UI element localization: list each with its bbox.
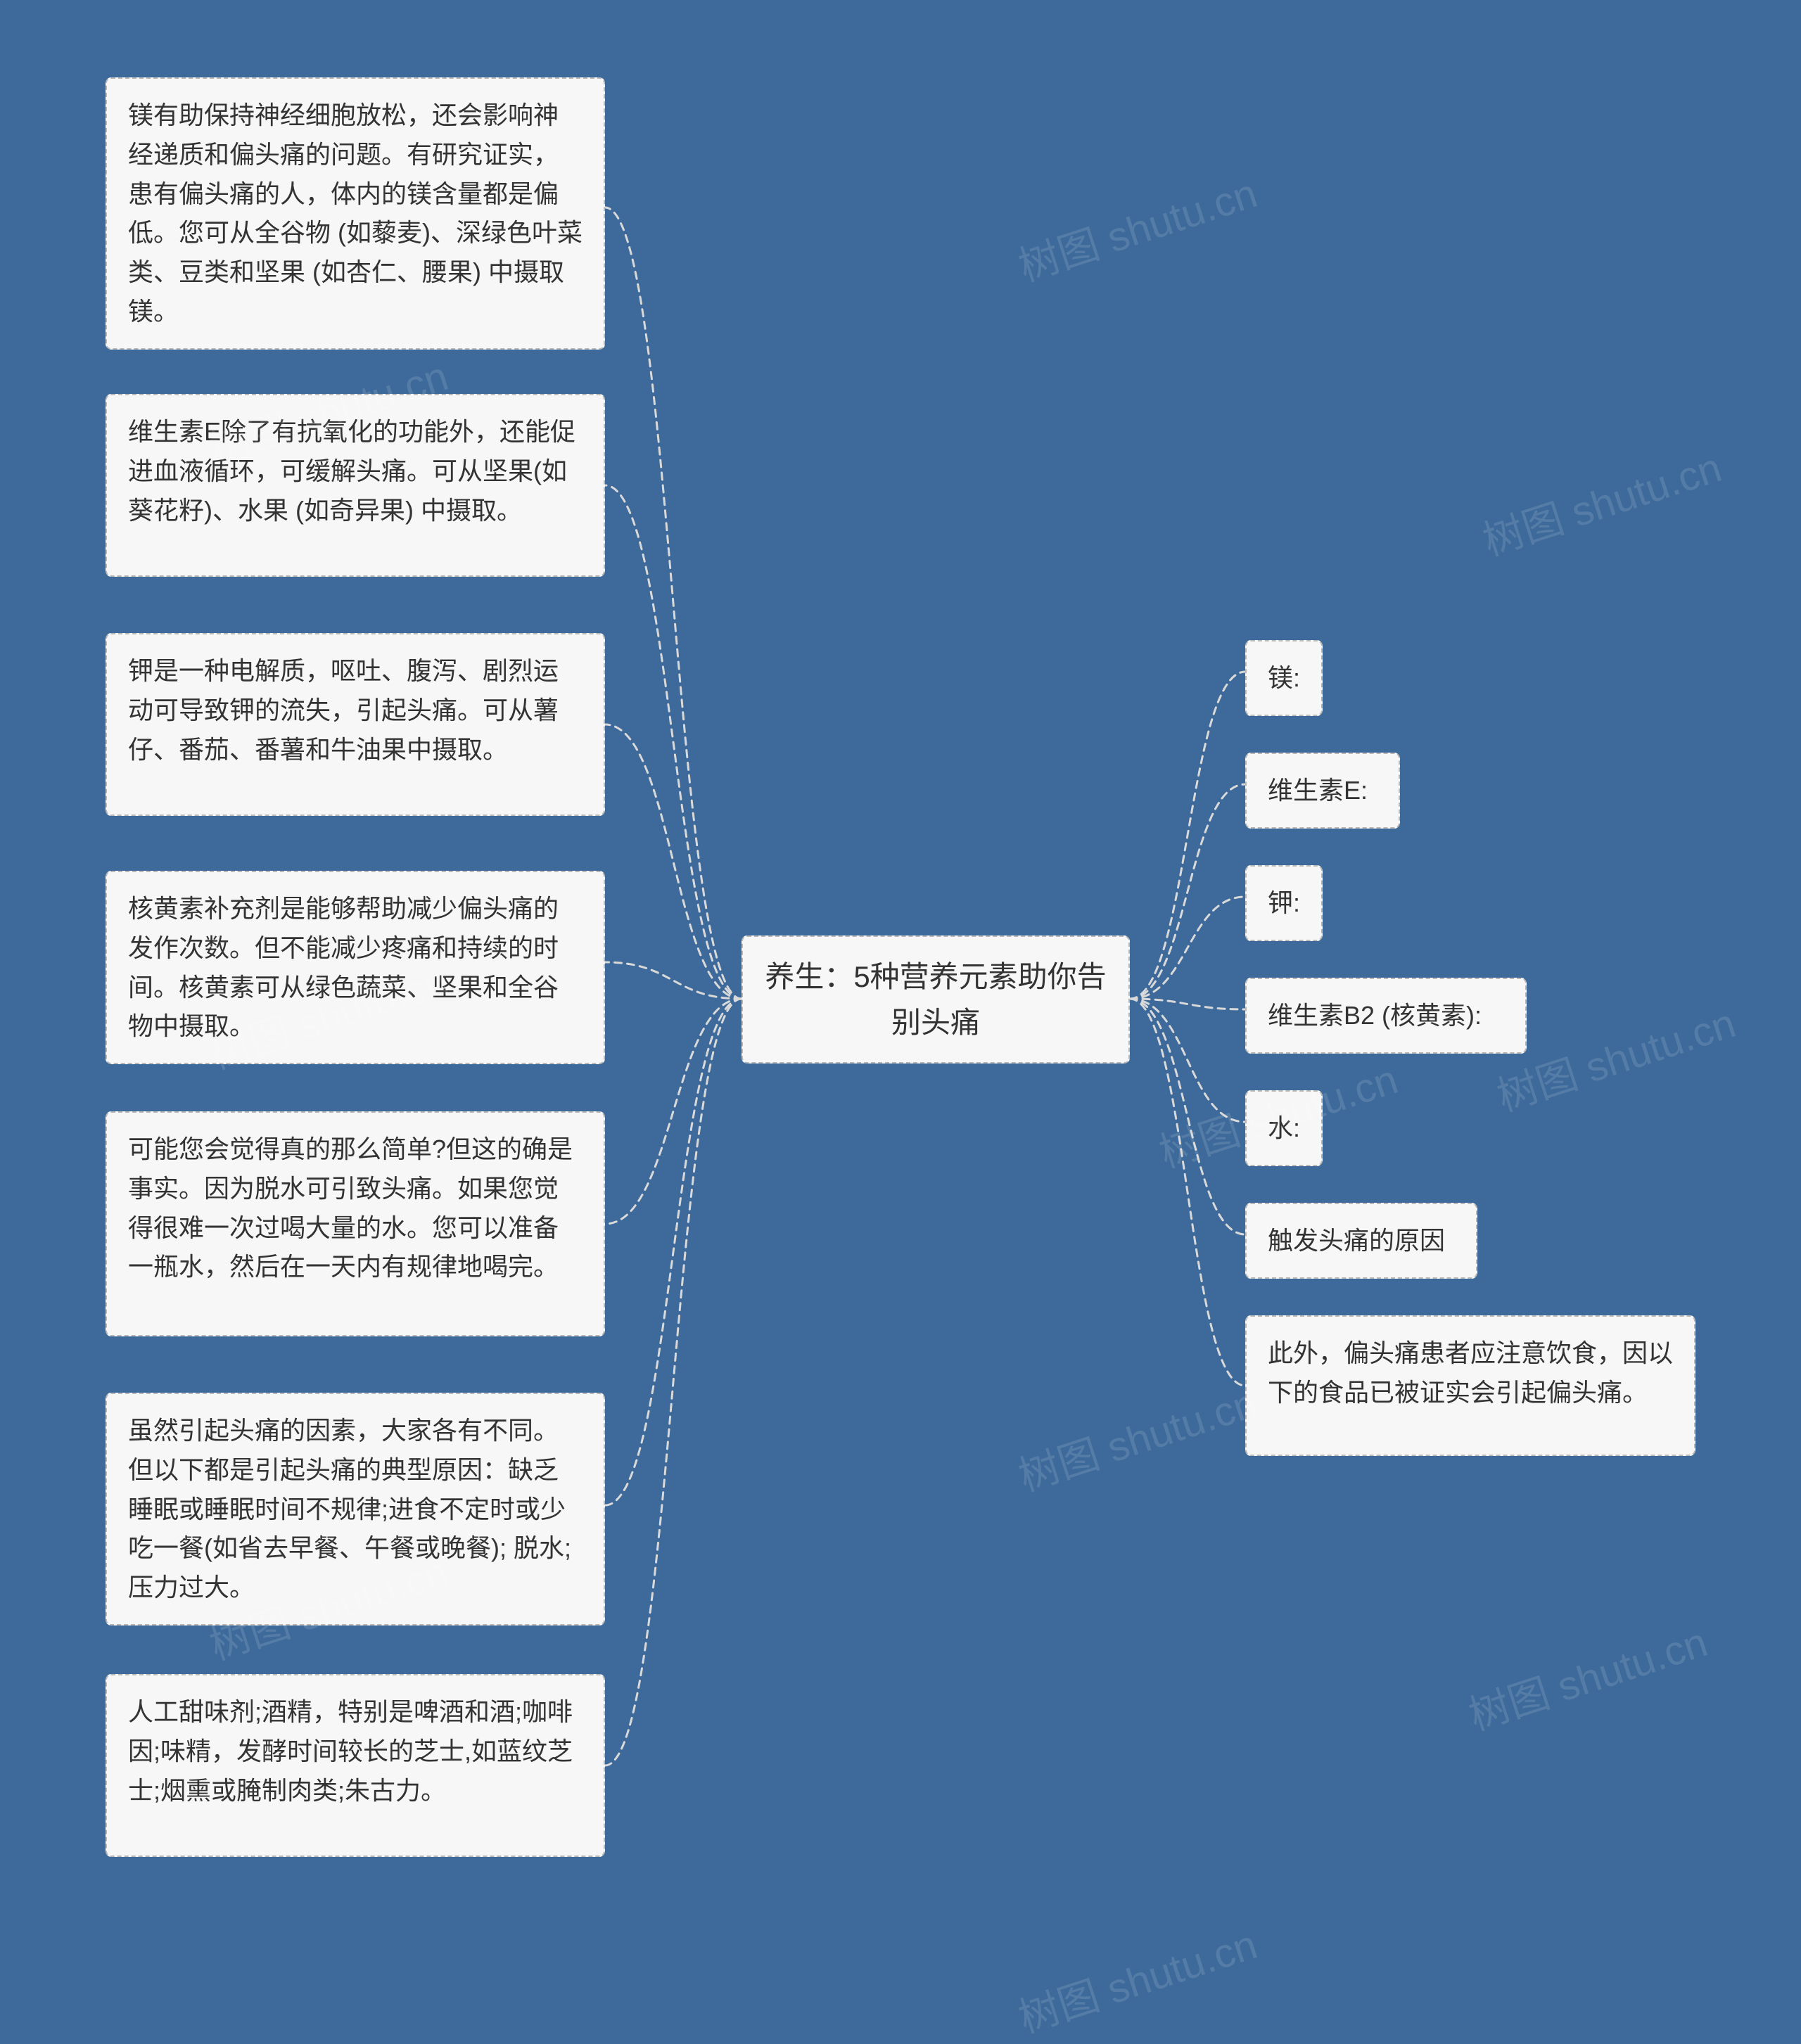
right-node-text: 镁:	[1268, 663, 1300, 692]
right-node-foods: 此外，偏头痛患者应注意饮食，因以下的食品已被证实会引起偏头痛。	[1245, 1315, 1695, 1456]
right-node-water: 水:	[1245, 1090, 1323, 1166]
left-node-text: 维生素E除了有抗氧化的功能外，还能促进血液循环，可缓解头痛。可从坚果(如葵花籽)…	[128, 417, 575, 525]
right-node-text: 水:	[1268, 1113, 1300, 1142]
left-node-vite-detail: 维生素E除了有抗氧化的功能外，还能促进血液循环，可缓解头痛。可从坚果(如葵花籽)…	[106, 394, 605, 577]
watermark: 树图 shutu.cn	[1475, 435, 1728, 567]
right-node-text: 维生素E:	[1268, 776, 1368, 805]
left-node-foods-detail: 人工甜味剂;酒精，特别是啤酒和酒;咖啡因;味精，发酵时间较长的芝士,如蓝纹芝士;…	[106, 1674, 605, 1857]
right-node-mg: 镁:	[1245, 640, 1323, 716]
right-node-k: 钾:	[1245, 865, 1323, 941]
center-node: 养生：5种营养元素助你告别头痛	[742, 935, 1130, 1063]
left-node-text: 镁有助保持神经细胞放松，还会影响神经递质和偏头痛的问题。有研究证实，患有偏头痛的…	[128, 101, 583, 326]
left-node-water-detail: 可能您会觉得真的那么简单?但这的确是事实。因为脱水可引致头痛。如果您觉得很难一次…	[106, 1111, 605, 1336]
left-node-text: 人工甜味剂;酒精，特别是啤酒和酒;咖啡因;味精，发酵时间较长的芝士,如蓝纹芝士;…	[128, 1697, 573, 1805]
left-node-text: 可能您会觉得真的那么简单?但这的确是事实。因为脱水可引致头痛。如果您觉得很难一次…	[128, 1135, 573, 1281]
left-node-text: 核黄素补充剂是能够帮助减少偏头痛的发作次数。但不能减少疼痛和持续的时间。核黄素可…	[128, 894, 559, 1040]
right-node-vite: 维生素E:	[1245, 753, 1400, 829]
right-node-b2: 维生素B2 (核黄素):	[1245, 978, 1527, 1054]
watermark: 树图 shutu.cn	[1010, 1370, 1264, 1502]
right-node-text: 钾:	[1268, 888, 1300, 917]
right-node-text: 触发头痛的原因	[1268, 1226, 1445, 1255]
right-node-text: 此外，偏头痛患者应注意饮食，因以下的食品已被证实会引起偏头痛。	[1268, 1339, 1673, 1407]
watermark: 树图 shutu.cn	[1460, 1609, 1714, 1742]
center-text: 养生：5种营养元素助你告别头痛	[765, 960, 1106, 1039]
right-node-text: 维生素B2 (核黄素):	[1268, 1001, 1482, 1030]
right-node-causes: 触发头痛的原因	[1245, 1203, 1477, 1279]
left-node-text: 虽然引起头痛的因素，大家各有不同。但以下都是引起头痛的典型原因：缺乏睡眠或睡眠时…	[128, 1416, 571, 1602]
left-node-b2-detail: 核黄素补充剂是能够帮助减少偏头痛的发作次数。但不能减少疼痛和持续的时间。核黄素可…	[106, 871, 605, 1064]
left-node-k-detail: 钾是一种电解质，呕吐、腹泻、剧烈运动可导致钾的流失，引起头痛。可从薯仔、番茄、番…	[106, 633, 605, 816]
left-node-text: 钾是一种电解质，呕吐、腹泻、剧烈运动可导致钾的流失，引起头痛。可从薯仔、番茄、番…	[128, 656, 559, 764]
left-node-mg-detail: 镁有助保持神经细胞放松，还会影响神经递质和偏头痛的问题。有研究证实，患有偏头痛的…	[106, 77, 605, 350]
watermark: 树图 shutu.cn	[1010, 160, 1264, 293]
watermark: 树图 shutu.cn	[1010, 1912, 1264, 2044]
left-node-causes-detail: 虽然引起头痛的因素，大家各有不同。但以下都是引起头痛的典型原因：缺乏睡眠或睡眠时…	[106, 1393, 605, 1625]
